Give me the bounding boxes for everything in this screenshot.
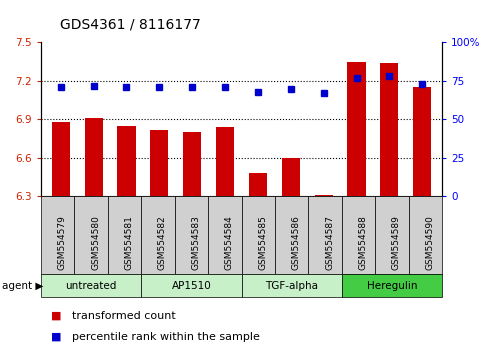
Text: GSM554582: GSM554582 — [158, 216, 167, 270]
Bar — [249, 173, 267, 196]
Text: AP1510: AP1510 — [171, 281, 211, 291]
Bar — [216, 127, 234, 196]
Text: GSM554580: GSM554580 — [91, 216, 100, 270]
Bar — [117, 126, 136, 196]
Bar — [150, 130, 169, 196]
Bar — [413, 87, 431, 196]
Text: GSM554581: GSM554581 — [125, 216, 134, 270]
Text: GSM554586: GSM554586 — [292, 216, 300, 270]
Text: GSM554584: GSM554584 — [225, 216, 234, 270]
Text: GSM554579: GSM554579 — [58, 216, 67, 270]
Text: Heregulin: Heregulin — [367, 281, 417, 291]
Text: transformed count: transformed count — [72, 311, 176, 321]
Text: GDS4361 / 8116177: GDS4361 / 8116177 — [60, 18, 201, 32]
Bar — [347, 62, 366, 196]
Bar — [52, 122, 70, 196]
Text: GSM554583: GSM554583 — [191, 216, 200, 270]
Bar — [282, 158, 300, 196]
Text: GSM554589: GSM554589 — [392, 216, 401, 270]
Bar — [380, 63, 398, 196]
Text: GSM554588: GSM554588 — [358, 216, 368, 270]
Text: percentile rank within the sample: percentile rank within the sample — [72, 332, 260, 342]
Bar — [183, 132, 201, 196]
Bar — [85, 118, 103, 196]
Text: agent ▶: agent ▶ — [2, 281, 44, 291]
Text: ■: ■ — [51, 311, 61, 321]
Bar — [314, 195, 333, 196]
Text: GSM554585: GSM554585 — [258, 216, 267, 270]
Text: GSM554590: GSM554590 — [425, 216, 434, 270]
Text: GSM554587: GSM554587 — [325, 216, 334, 270]
Text: untreated: untreated — [66, 281, 117, 291]
Text: TGF-alpha: TGF-alpha — [265, 281, 318, 291]
Text: ■: ■ — [51, 332, 61, 342]
